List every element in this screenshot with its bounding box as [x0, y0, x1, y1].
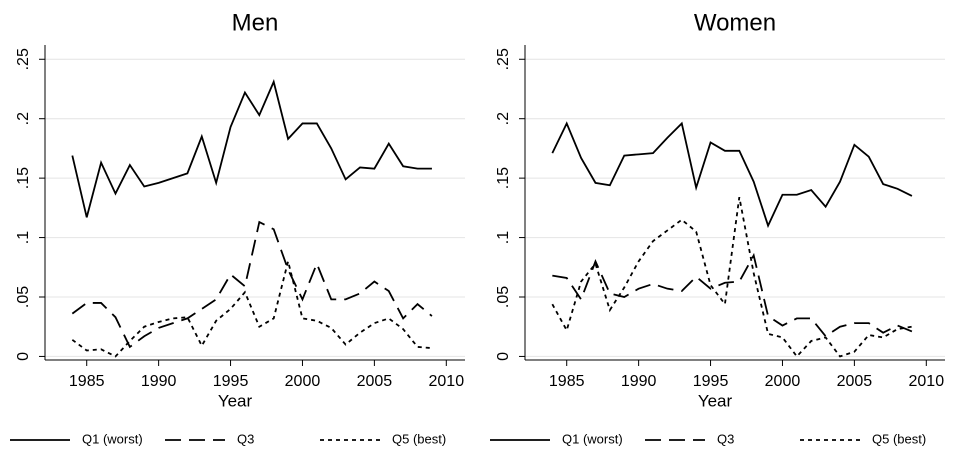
legend-label: Q5 (best) — [392, 431, 446, 446]
data-line — [71, 261, 432, 358]
y-tick-label: .05 — [495, 286, 512, 308]
x-tick-label: 1990 — [621, 373, 657, 390]
data-line — [71, 79, 432, 218]
x-tick-label: 2010 — [429, 373, 465, 390]
data-line — [71, 220, 433, 349]
x-axis-label: Year — [698, 391, 733, 410]
y-tick-label: .05 — [15, 286, 32, 308]
y-tick-label: .25 — [495, 48, 512, 70]
y-tick-label: 0 — [15, 352, 32, 361]
x-tick-label: 2000 — [285, 373, 321, 390]
legend-label: Q1 (worst) — [82, 431, 143, 446]
y-tick-label: .15 — [15, 167, 32, 189]
chart-title: Men — [232, 9, 279, 36]
y-tick-label: .2 — [15, 112, 32, 125]
y-tick-label: .15 — [495, 167, 512, 189]
data-line — [551, 196, 913, 358]
x-tick-label: 2010 — [909, 373, 945, 390]
y-tick-label: .2 — [495, 112, 512, 125]
y-tick-label: .25 — [15, 48, 32, 70]
x-tick-label: 1985 — [69, 373, 105, 390]
x-tick-label: 2000 — [765, 373, 801, 390]
legend-label: Q3 — [237, 431, 254, 446]
data-line — [552, 252, 913, 338]
legend-label: Q3 — [717, 431, 734, 446]
chart-title: Women — [694, 9, 776, 36]
x-tick-label: 1995 — [693, 373, 729, 390]
y-tick-label: 0 — [495, 352, 512, 361]
x-tick-label: 2005 — [837, 373, 873, 390]
x-tick-label: 2005 — [357, 373, 393, 390]
y-tick-label: .1 — [495, 231, 512, 244]
x-tick-label: 1990 — [141, 373, 177, 390]
chart-panel: Women 0 .05 .1 .15 .2 .25 1985 1990 1995 2000 2005 2… — [490, 9, 945, 446]
data-line — [551, 121, 913, 229]
chart-panel: Men 0 .05 .1 .15 .2 .25 1985 1990 1995 2000 2005 201… — [10, 9, 465, 446]
legend-label: Q1 (worst) — [562, 431, 623, 446]
x-tick-label: 1985 — [549, 373, 585, 390]
x-tick-label: 1995 — [213, 373, 249, 390]
x-axis-label: Year — [218, 391, 253, 410]
y-tick-label: .1 — [15, 231, 32, 244]
legend-label: Q5 (best) — [872, 431, 926, 446]
